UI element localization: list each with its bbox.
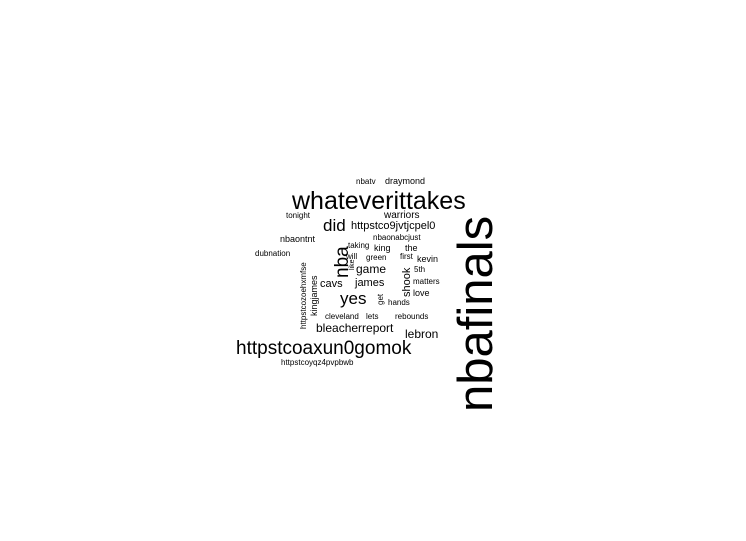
word-first: first [400,252,413,261]
word-lets: lets [366,312,379,321]
word-nbatv: nbatv [356,177,376,186]
word-like: like [349,259,356,270]
word-cavs: cavs [320,278,343,290]
word-hands: hands [388,298,410,307]
word-httpstco9jvtjcpel0: httpstco9jvtjcpel0 [351,220,436,232]
word-tonight: tonight [286,211,311,220]
word-will: will [346,252,358,261]
word-taking: taking [348,241,370,250]
word-did: did [323,216,346,235]
word-kevin: kevin [417,254,439,264]
word-get: get [376,293,385,305]
word-bleacherreport: bleacherreport [316,321,394,335]
word-king: king [374,243,391,253]
word-kingjames: kingjames [309,275,319,316]
word-matters: matters [413,277,440,286]
word-whateverittakes: whateverittakes [292,187,466,215]
word-game: game [356,262,387,276]
word-cleveland: cleveland [325,312,359,321]
word-nbafinals: nbafinals [449,215,503,412]
word-httpstcozoehxmfse: httpstcozoehxmfse [299,262,308,329]
word-nbaonabcjust: nbaonabcjust [373,233,421,242]
word-5th: 5th [414,265,426,274]
word-yes: yes [340,289,367,308]
word-love: love [413,288,430,298]
word-shook: shook [401,267,413,297]
word-james: james [355,277,385,289]
word-httpstcoyqz4pvpbwb: httpstcoyqz4pvpbwb [281,358,354,367]
word-the: the [405,243,418,253]
word-rebounds: rebounds [395,312,429,321]
word-nbaontnt: nbaontnt [280,234,316,244]
word-draymond: draymond [385,176,426,186]
word-httpstcoaxun0gomok: httpstcoaxun0gomok [236,338,412,359]
word-lebron: lebron [405,327,439,341]
word-green: green [366,253,387,262]
word-dubnation: dubnation [255,249,291,258]
word-warriors: warriors [384,210,420,221]
